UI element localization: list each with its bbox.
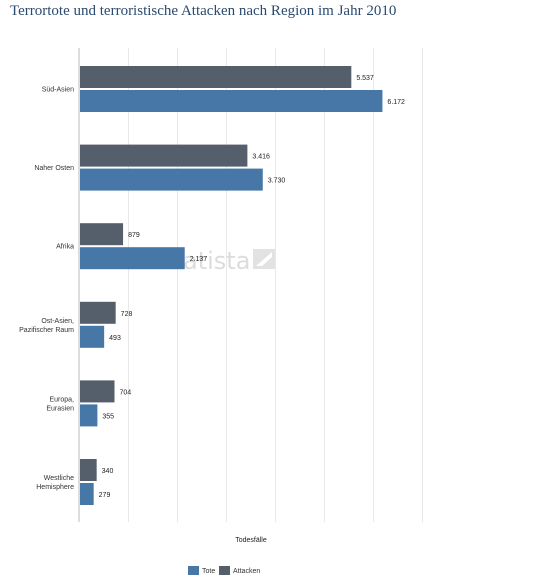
category-label: Europa, (49, 396, 74, 403)
data-label: 6.172 (387, 99, 405, 106)
watermark-text: atista (183, 247, 250, 275)
category-label: Eurasien (46, 405, 74, 412)
data-label: 879 (128, 232, 140, 239)
bar-attacken (80, 301, 116, 324)
legend-swatch (219, 566, 230, 575)
category-label: Ost-Asien, (41, 318, 74, 325)
bars: 5.537 6.172 3.416 3.730 879 2.137 728 493 704 355… (80, 66, 405, 505)
bar-tote (80, 168, 263, 191)
category-label: Westliche (44, 475, 74, 482)
legend-label: Tote (202, 568, 215, 575)
data-label: 728 (121, 311, 133, 318)
bar-tote (80, 90, 383, 112)
category-label: Afrika (56, 244, 74, 251)
category-label: Süd-Asien (42, 87, 74, 94)
bar-attacken (80, 380, 115, 403)
watermark-slash-icon (256, 252, 272, 266)
bar-attacken (80, 459, 97, 481)
data-label: 3.416 (252, 154, 270, 161)
data-label: 279 (99, 492, 111, 499)
data-label: 2.137 (190, 256, 208, 263)
legend: Tote Attacken (188, 566, 260, 575)
legend-swatch (188, 566, 199, 575)
data-label: 355 (102, 413, 114, 420)
category-labels: Süd-Asien Naher Osten Afrika Ost-Asien, Pazi… (19, 87, 74, 492)
category-label: Naher Osten (34, 165, 74, 172)
gridlines (128, 48, 423, 522)
chart-title: Terrortote und terroristische Attacken n… (10, 3, 397, 19)
bar-attacken (80, 144, 248, 167)
bar-tote (80, 247, 185, 270)
data-label: 493 (109, 335, 121, 342)
bar-tote (80, 404, 98, 427)
data-label: 5.537 (356, 75, 374, 82)
bar-attacken (80, 66, 352, 88)
legend-label: Attacken (233, 568, 260, 575)
category-label: Pazifischer Raum (19, 327, 74, 334)
bar-tote (80, 325, 105, 348)
category-label: Hemisphere (36, 484, 74, 491)
x-axis-label: Todesfälle (235, 537, 267, 544)
data-label: 3.730 (268, 178, 286, 185)
bar-tote (80, 483, 94, 505)
bar-attacken (80, 223, 124, 246)
data-label: 704 (119, 389, 131, 396)
data-label: 340 (102, 468, 114, 475)
